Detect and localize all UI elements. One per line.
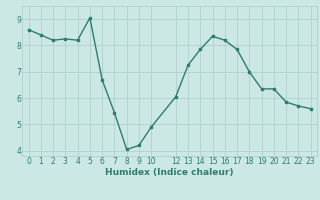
X-axis label: Humidex (Indice chaleur): Humidex (Indice chaleur) [105,168,234,177]
